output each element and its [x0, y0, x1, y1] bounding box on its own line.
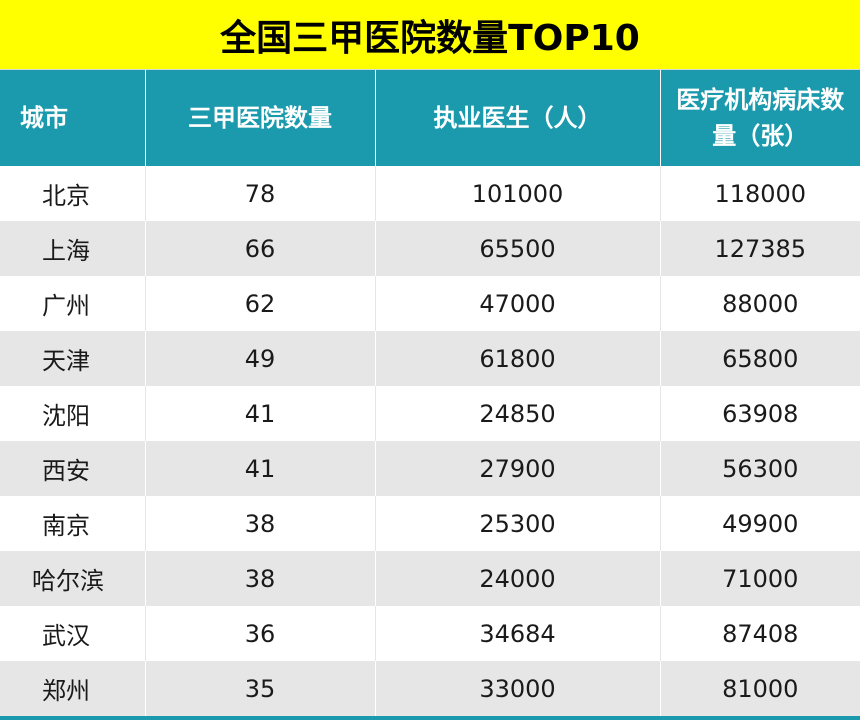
city-cell[interactable]: 南京: [0, 496, 146, 551]
doctors-cell[interactable]: 25300: [375, 496, 661, 551]
beds-cell[interactable]: 127385: [660, 221, 860, 276]
beds-cell[interactable]: 63908: [660, 386, 860, 441]
hospital-count-cell[interactable]: 62: [145, 276, 376, 331]
beds-cell[interactable]: 49900: [660, 496, 860, 551]
header-hospital-count[interactable]: 三甲医院数量: [145, 70, 376, 166]
hospital-table: 城市 三甲医院数量 执业医生（人） 医疗机构病床数量（张） 北京 78 101000…: [0, 70, 860, 716]
table-row: 哈尔滨 38 24000 71000: [0, 551, 860, 606]
hospital-count-cell[interactable]: 66: [145, 221, 376, 276]
city-cell[interactable]: 北京: [0, 166, 146, 221]
table-row: 武汉 36 34684 87408: [0, 606, 860, 661]
hospital-count-cell[interactable]: 41: [145, 386, 376, 441]
city-cell[interactable]: 西安: [0, 441, 146, 496]
beds-cell[interactable]: 65800: [660, 331, 860, 386]
city-cell[interactable]: 上海: [0, 221, 146, 276]
city-cell[interactable]: 广州: [0, 276, 146, 331]
table-row: 西安 41 27900 56300: [0, 441, 860, 496]
hospital-count-cell[interactable]: 41: [145, 441, 376, 496]
hospital-count-cell[interactable]: 49: [145, 331, 376, 386]
table-bottom-border: [0, 716, 860, 720]
table-row: 郑州 35 33000 81000: [0, 661, 860, 716]
beds-cell[interactable]: 88000: [660, 276, 860, 331]
beds-cell[interactable]: 56300: [660, 441, 860, 496]
doctors-cell[interactable]: 65500: [375, 221, 661, 276]
doctors-cell[interactable]: 101000: [375, 166, 661, 221]
doctors-cell[interactable]: 24000: [375, 551, 661, 606]
table-row: 天津 49 61800 65800: [0, 331, 860, 386]
table-row: 南京 38 25300 49900: [0, 496, 860, 551]
hospital-count-cell[interactable]: 38: [145, 551, 376, 606]
table-row: 广州 62 47000 88000: [0, 276, 860, 331]
city-cell[interactable]: 武汉: [0, 606, 146, 661]
table-row: 北京 78 101000 118000: [0, 166, 860, 221]
header-row: 城市 三甲医院数量 执业医生（人） 医疗机构病床数量（张）: [0, 70, 860, 166]
table-row: 上海 66 65500 127385: [0, 221, 860, 276]
table-row: 沈阳 41 24850 63908: [0, 386, 860, 441]
table-title: 全国三甲医院数量TOP10: [0, 0, 860, 70]
city-cell[interactable]: 沈阳: [0, 386, 146, 441]
hospital-count-cell[interactable]: 35: [145, 661, 376, 716]
doctors-cell[interactable]: 24850: [375, 386, 661, 441]
hospital-count-cell[interactable]: 36: [145, 606, 376, 661]
header-doctors[interactable]: 执业医生（人）: [375, 70, 661, 166]
doctors-cell[interactable]: 33000: [375, 661, 661, 716]
doctors-cell[interactable]: 47000: [375, 276, 661, 331]
beds-cell[interactable]: 71000: [660, 551, 860, 606]
hospital-count-cell[interactable]: 38: [145, 496, 376, 551]
beds-cell[interactable]: 87408: [660, 606, 860, 661]
header-beds[interactable]: 医疗机构病床数量（张）: [660, 70, 860, 166]
header-city[interactable]: 城市: [0, 70, 146, 166]
doctors-cell[interactable]: 34684: [375, 606, 661, 661]
city-cell[interactable]: 哈尔滨: [0, 551, 146, 606]
doctors-cell[interactable]: 61800: [375, 331, 661, 386]
doctors-cell[interactable]: 27900: [375, 441, 661, 496]
beds-cell[interactable]: 118000: [660, 166, 860, 221]
hospital-count-cell[interactable]: 78: [145, 166, 376, 221]
city-cell[interactable]: 天津: [0, 331, 146, 386]
beds-cell[interactable]: 81000: [660, 661, 860, 716]
city-cell[interactable]: 郑州: [0, 661, 146, 716]
